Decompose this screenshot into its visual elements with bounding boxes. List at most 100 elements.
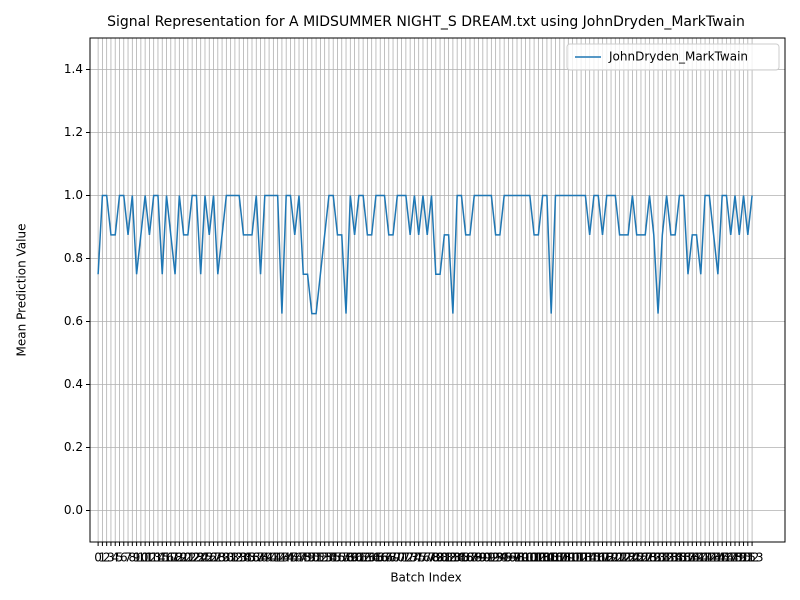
x-tick-label: 61 — [351, 551, 366, 565]
x-tick-label: 2 — [103, 551, 111, 565]
x-tick-label: 87 — [462, 551, 477, 565]
x-tick-label: 54 — [321, 551, 336, 565]
x-tick-label: 103 — [527, 551, 550, 565]
x-tick-label: 56 — [330, 551, 345, 565]
x-tick-label: 76 — [415, 551, 430, 565]
x-tick-label: 112 — [565, 551, 588, 565]
x-tick-label: 97 — [505, 551, 520, 565]
x-tick-label: 33 — [232, 551, 247, 565]
x-tick-label: 28 — [210, 551, 225, 565]
x-tick-label: 129 — [638, 551, 661, 565]
x-tick-label: 60 — [347, 551, 362, 565]
x-tick-label: 22 — [185, 551, 200, 565]
y-tick-label: 0.4 — [64, 377, 83, 391]
x-tick-label: 94 — [492, 551, 507, 565]
x-tick-label: 95 — [497, 551, 512, 565]
x-tick-label: 126 — [625, 551, 648, 565]
x-tick-label: 59 — [343, 551, 358, 565]
x-tick-label: 138 — [677, 551, 700, 565]
x-tick-label: 14 — [150, 551, 165, 565]
x-tick-label: 148 — [719, 551, 742, 565]
x-tick-label: 36 — [244, 551, 259, 565]
x-tick-label: 53 — [317, 551, 332, 565]
x-tick-label: 70 — [390, 551, 405, 565]
x-tick-label: 13 — [146, 551, 161, 565]
x-tick-label: 139 — [681, 551, 704, 565]
x-tick-label: 65 — [368, 551, 383, 565]
x-tick-label: 147 — [715, 551, 738, 565]
x-tick-label: 1 — [99, 551, 107, 565]
x-tick-label: 15 — [155, 551, 170, 565]
x-tick-label: 26 — [202, 551, 217, 565]
x-tick-label: 91 — [479, 551, 494, 565]
x-tick-label: 143 — [698, 551, 721, 565]
x-tick-label: 38 — [253, 551, 268, 565]
x-tick-label: 71 — [394, 551, 409, 565]
x-tick-label: 55 — [326, 551, 341, 565]
x-tick-label: 144 — [702, 551, 725, 565]
x-tick-label: 52 — [313, 551, 328, 565]
x-tick-label: 10 — [133, 551, 148, 565]
x-tick-label: 62 — [355, 551, 370, 565]
x-tick-label: 42 — [270, 551, 285, 565]
x-tick-label: 51 — [308, 551, 323, 565]
x-tick-label: 105 — [535, 551, 558, 565]
x-tick-label: 37 — [249, 551, 264, 565]
x-tick-label: 30 — [219, 551, 234, 565]
x-tick-label: 31 — [223, 551, 238, 565]
x-tick-label: 48 — [296, 551, 311, 565]
x-tick-label: 119 — [595, 551, 618, 565]
x-tick-label: 108 — [548, 551, 571, 565]
x-tick-label: 84 — [450, 551, 465, 565]
x-tick-label: 8 — [128, 551, 136, 565]
x-tick-label: 3 — [107, 551, 115, 565]
x-tick-label: 29 — [214, 551, 229, 565]
x-tick-label: 149 — [724, 551, 747, 565]
x-tick-label: 58 — [338, 551, 353, 565]
x-tick-label: 96 — [501, 551, 516, 565]
x-tick-label: 128 — [634, 551, 657, 565]
x-tick-label: 152 — [736, 551, 759, 565]
x-tick-label: 145 — [706, 551, 729, 565]
x-tick-label: 27 — [206, 551, 221, 565]
x-tick-label: 134 — [659, 551, 682, 565]
y-tick-label: 1.2 — [64, 125, 83, 139]
x-tick-label: 77 — [420, 551, 435, 565]
chart-title: Signal Representation for A MIDSUMMER NI… — [107, 14, 745, 30]
x-tick-label: 122 — [608, 551, 631, 565]
x-tick-label: 100 — [514, 551, 537, 565]
x-tick-label: 136 — [668, 551, 691, 565]
x-tick-label: 89 — [471, 551, 486, 565]
x-tick-label: 88 — [467, 551, 482, 565]
x-tick-label: 43 — [274, 551, 289, 565]
y-tick-label: 1.0 — [64, 188, 83, 202]
x-tick-label: 127 — [630, 551, 653, 565]
x-tick-label: 4 — [111, 551, 119, 565]
x-tick-label: 78 — [424, 551, 439, 565]
x-tick-label: 12 — [142, 551, 157, 565]
x-tick-label: 67 — [377, 551, 392, 565]
y-tick-label: 1.4 — [64, 62, 83, 76]
x-tick-label: 66 — [373, 551, 388, 565]
x-axis-label: Batch Index — [390, 571, 461, 585]
x-tick-label: 80 — [432, 551, 447, 565]
x-tick-label: 19 — [172, 551, 187, 565]
x-tick-label: 151 — [732, 551, 755, 565]
x-tick-label: 75 — [411, 551, 426, 565]
x-tick-label: 46 — [287, 551, 302, 565]
legend-label: JohnDryden_MarkTwain — [608, 50, 748, 64]
x-tick-label: 63 — [360, 551, 375, 565]
y-tick-label: 0.2 — [64, 440, 83, 454]
x-tick-label: 133 — [655, 551, 678, 565]
x-tick-label: 153 — [741, 551, 764, 565]
x-tick-label: 120 — [600, 551, 623, 565]
x-tick-label: 64 — [364, 551, 379, 565]
x-tick-label: 7 — [124, 551, 132, 565]
x-tick-label: 106 — [540, 551, 563, 565]
x-tick-label: 40 — [261, 551, 276, 565]
x-tick-label: 98 — [509, 551, 524, 565]
x-tick-label: 72 — [398, 551, 413, 565]
x-tick-label: 141 — [689, 551, 712, 565]
x-tick-label: 90 — [475, 551, 490, 565]
x-tick-label: 57 — [334, 551, 349, 565]
